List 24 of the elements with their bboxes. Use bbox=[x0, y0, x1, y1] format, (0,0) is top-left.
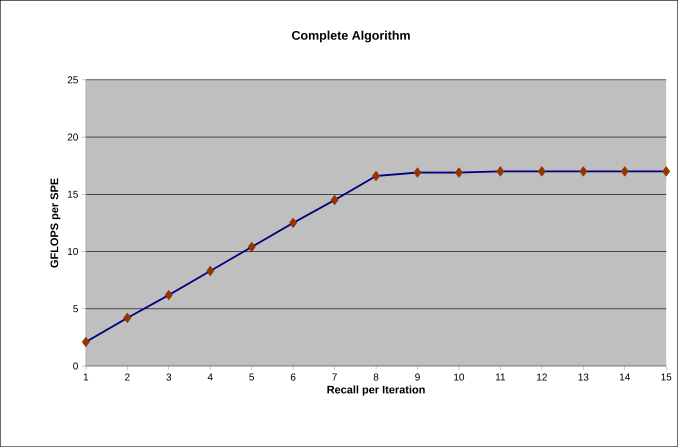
x-tick-label: 8 bbox=[374, 374, 378, 381]
y-axis-title: GFLOPS per SPE bbox=[50, 178, 60, 268]
y-tick-label: 20 bbox=[68, 134, 78, 141]
x-tick-label: 3 bbox=[166, 374, 172, 381]
x-axis-title: Recall per Iteration bbox=[327, 386, 425, 396]
x-tick-label: 12 bbox=[537, 374, 547, 381]
x-tick-label: 13 bbox=[578, 374, 588, 381]
y-tick-label: 25 bbox=[68, 76, 78, 84]
x-tick-label: 6 bbox=[290, 374, 296, 381]
x-tick-label: 5 bbox=[249, 374, 254, 381]
chart-title: Complete Algorithm bbox=[292, 30, 410, 42]
x-tick-label: 11 bbox=[496, 374, 506, 380]
x-tick-label: 9 bbox=[415, 374, 420, 381]
y-tick-label: 10 bbox=[68, 248, 78, 256]
y-tick-label: 15 bbox=[68, 190, 78, 198]
x-tick-label: 10 bbox=[454, 374, 464, 381]
x-tick-label: 4 bbox=[208, 374, 213, 380]
x-tick-label: 7 bbox=[332, 374, 337, 380]
x-tick-label: 1 bbox=[84, 374, 88, 380]
y-tick-label: 5 bbox=[73, 305, 78, 312]
x-tick-label: 2 bbox=[125, 374, 130, 381]
x-tick-label: 14 bbox=[620, 374, 630, 380]
x-tick-label: 15 bbox=[661, 374, 672, 381]
y-tick-label: 0 bbox=[73, 362, 78, 370]
